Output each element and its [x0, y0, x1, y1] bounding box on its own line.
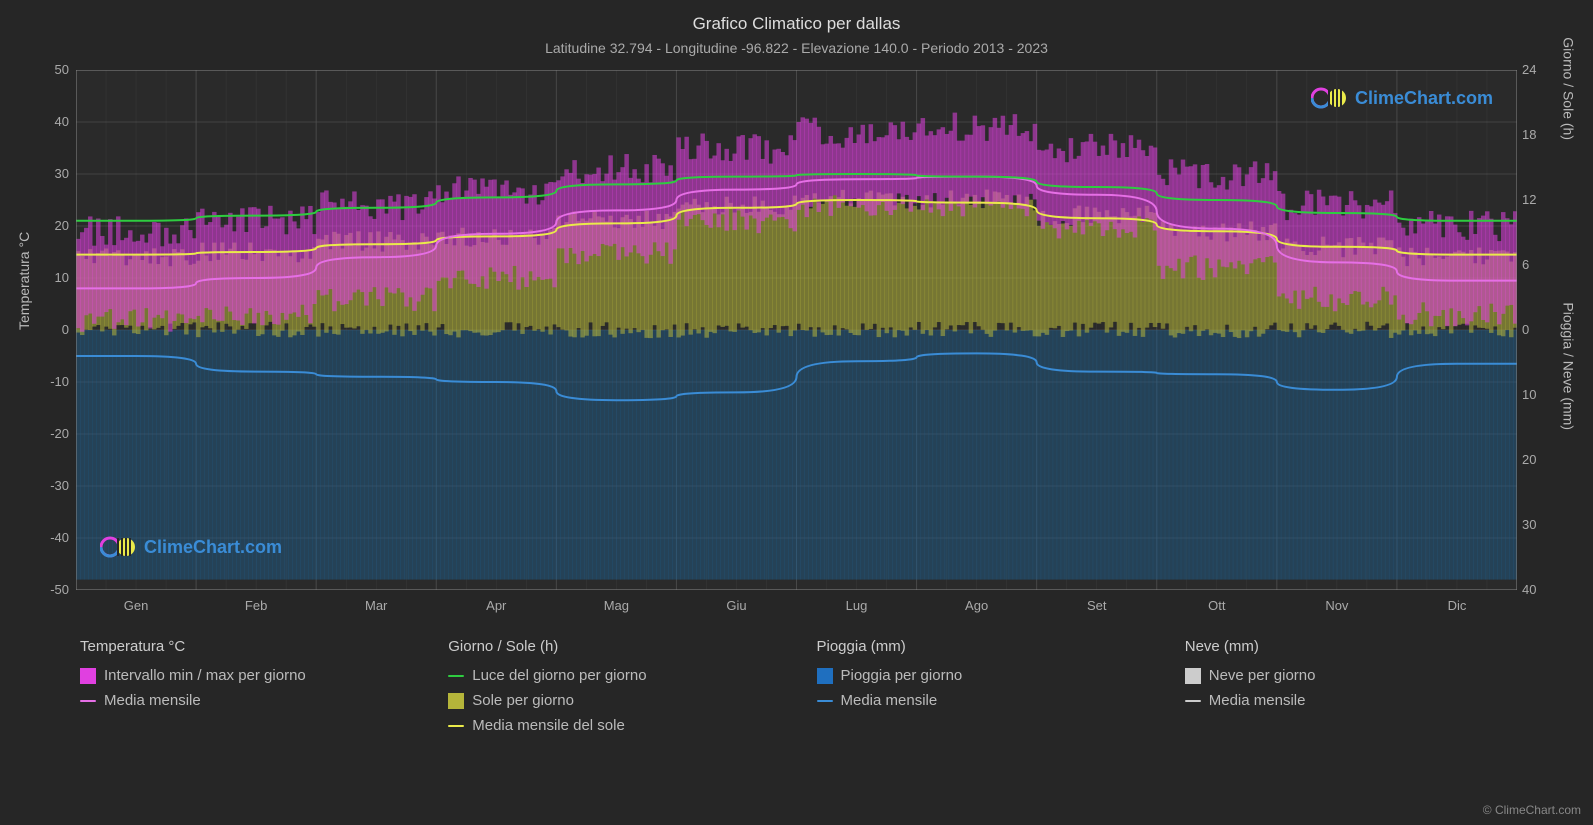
- right-bot-tick: 10: [1522, 387, 1572, 402]
- legend-item: Intervallo min / max per giorno: [80, 667, 448, 684]
- copyright: © ClimeChart.com: [1483, 803, 1581, 817]
- watermark-text: ClimeChart.com: [1355, 88, 1493, 109]
- legend-label: Sole per giorno: [472, 692, 574, 709]
- legend-label: Pioggia per giorno: [841, 667, 963, 684]
- climate-chart: Grafico Climatico per dallas Latitudine …: [0, 0, 1593, 825]
- legend-swatch: [817, 700, 833, 702]
- left-tick: 50: [19, 62, 69, 77]
- x-tick: Nov: [1307, 598, 1367, 613]
- legend-item: Pioggia per giorno: [817, 667, 1185, 684]
- x-tick: Mar: [346, 598, 406, 613]
- x-tick: Dic: [1427, 598, 1487, 613]
- legend-label: Intervallo min / max per giorno: [104, 667, 306, 684]
- right-bot-tick: 40: [1522, 582, 1572, 597]
- left-tick: 0: [19, 322, 69, 337]
- watermark-text: ClimeChart.com: [144, 537, 282, 558]
- y-axis-right-top-label: Giorno / Sole (h): [1561, 37, 1577, 140]
- legend-swatch: [80, 700, 96, 702]
- legend-column: Giorno / Sole (h) Luce del giorno per gio…: [448, 630, 816, 742]
- plot-svg: [76, 70, 1517, 590]
- left-tick: -50: [19, 582, 69, 597]
- right-top-tick: 12: [1522, 192, 1572, 207]
- plot-area: [76, 70, 1517, 590]
- legend-item: Media mensile: [80, 692, 448, 709]
- x-tick: Feb: [226, 598, 286, 613]
- right-top-tick: 18: [1522, 127, 1572, 142]
- legend-item: Sole per giorno: [448, 692, 816, 709]
- legend-swatch: [448, 693, 464, 709]
- x-tick: Lug: [827, 598, 887, 613]
- legend-item: Media mensile: [817, 692, 1185, 709]
- right-bot-tick: 30: [1522, 517, 1572, 532]
- legend-item: Media mensile del sole: [448, 717, 816, 734]
- legend-column: Neve (mm) Neve per giorno Media mensile: [1185, 630, 1553, 742]
- x-tick: Giu: [706, 598, 766, 613]
- legend-label: Neve per giorno: [1209, 667, 1316, 684]
- left-tick: 10: [19, 270, 69, 285]
- legend-swatch: [448, 675, 464, 677]
- watermark-bottom-left: ClimeChart.com: [100, 535, 282, 559]
- legend-label: Media mensile del sole: [472, 717, 625, 734]
- x-tick: Mag: [586, 598, 646, 613]
- right-top-tick: 0: [1522, 322, 1572, 337]
- legend-item: Neve per giorno: [1185, 667, 1553, 684]
- right-top-tick: 24: [1522, 62, 1572, 77]
- legend-label: Media mensile: [104, 692, 201, 709]
- legend-head: Giorno / Sole (h): [448, 638, 816, 655]
- legend-label: Luce del giorno per giorno: [472, 667, 646, 684]
- legend-label: Media mensile: [1209, 692, 1306, 709]
- logo-icon: [100, 535, 138, 559]
- left-tick: -10: [19, 374, 69, 389]
- legend-item: Luce del giorno per giorno: [448, 667, 816, 684]
- left-tick: 20: [19, 218, 69, 233]
- x-tick: Ago: [947, 598, 1007, 613]
- legend-column: Temperatura °C Intervallo min / max per g…: [80, 630, 448, 742]
- legend-head: Pioggia (mm): [817, 638, 1185, 655]
- right-bot-tick: 20: [1522, 452, 1572, 467]
- x-tick: Apr: [466, 598, 526, 613]
- chart-title: Grafico Climatico per dallas: [0, 14, 1593, 34]
- watermark-top-right: ClimeChart.com: [1311, 86, 1493, 110]
- x-tick: Ott: [1187, 598, 1247, 613]
- x-tick: Set: [1067, 598, 1127, 613]
- left-tick: 30: [19, 166, 69, 181]
- legend-swatch: [817, 668, 833, 684]
- right-top-tick: 6: [1522, 257, 1572, 272]
- left-tick: -20: [19, 426, 69, 441]
- left-tick: -30: [19, 478, 69, 493]
- logo-icon: [1311, 86, 1349, 110]
- legend: Temperatura °C Intervallo min / max per g…: [80, 630, 1553, 742]
- left-tick: 40: [19, 114, 69, 129]
- left-tick: -40: [19, 530, 69, 545]
- legend-item: Media mensile: [1185, 692, 1553, 709]
- legend-column: Pioggia (mm) Pioggia per giorno Media mens…: [817, 630, 1185, 742]
- legend-label: Media mensile: [841, 692, 938, 709]
- legend-swatch: [1185, 700, 1201, 702]
- x-tick: Gen: [106, 598, 166, 613]
- chart-subtitle: Latitudine 32.794 - Longitudine -96.822 …: [0, 40, 1593, 56]
- legend-swatch: [1185, 668, 1201, 684]
- legend-head: Temperatura °C: [80, 638, 448, 655]
- legend-head: Neve (mm): [1185, 638, 1553, 655]
- legend-swatch: [80, 668, 96, 684]
- legend-swatch: [448, 725, 464, 727]
